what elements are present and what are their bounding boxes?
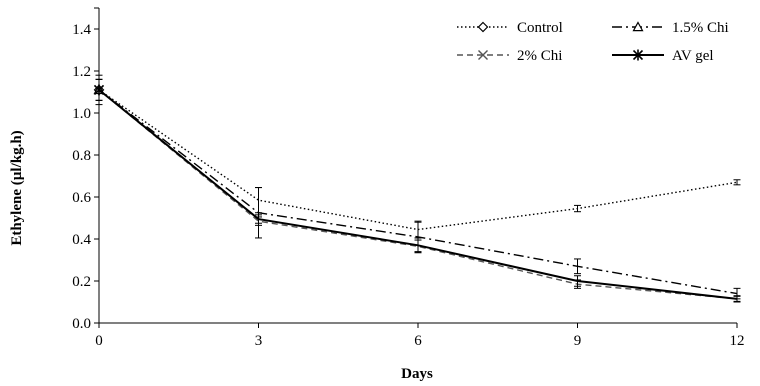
legend-label: Control	[517, 20, 563, 36]
legend-item: 1.5% Chi	[612, 20, 729, 36]
legend-item: AV gel	[612, 48, 714, 64]
marker-shape	[477, 21, 489, 33]
y-tick-label: 1.0	[72, 106, 91, 122]
series-control	[93, 78, 741, 239]
series-line	[98, 89, 738, 300]
marker-shape	[478, 50, 488, 60]
legend-label: 1.5% Chi	[672, 20, 729, 36]
y-tick-label: 0.2	[72, 274, 91, 290]
error-bar	[414, 237, 422, 254]
error-bar	[255, 214, 262, 224]
y-tick-label: 1.2	[72, 64, 91, 80]
y-tick-label: 0.4	[72, 232, 91, 248]
series-av-gel	[93, 74, 741, 303]
error-bar	[255, 187, 262, 239]
y-axis-title: Ethylene (µl/kg.h)	[9, 130, 25, 245]
series-2-chi	[94, 78, 741, 302]
y-axis-ticks: 0.0 0.2 0.4 0.6 0.8 1.0 1.2 1.4	[72, 7, 99, 332]
legend-marker	[477, 21, 489, 33]
legend: Control 1.5% Chi 2% Chi AV gel	[457, 20, 729, 64]
error-bar	[574, 258, 581, 275]
legend-item: Control	[457, 20, 563, 36]
y-tick-label: 1.4	[72, 22, 91, 38]
x-tick-label: 12	[730, 333, 745, 349]
legend-label: AV gel	[672, 48, 714, 64]
y-tick-label: 0.6	[72, 190, 91, 206]
legend-label: 2% Chi	[517, 48, 562, 64]
legend-marker	[632, 49, 644, 61]
series-line	[98, 89, 738, 300]
error-bar	[574, 204, 581, 213]
series-line	[98, 89, 738, 295]
legend-marker	[632, 21, 644, 32]
x-tick-label: 6	[414, 333, 422, 349]
legend-marker	[478, 50, 488, 60]
series-line	[98, 89, 738, 231]
series-layer	[93, 74, 741, 303]
error-bar	[574, 275, 581, 287]
x-tick-label: 0	[95, 333, 103, 349]
y-tick-label: 0.8	[72, 148, 91, 164]
x-axis-title: Days	[401, 366, 433, 382]
y-tick-label: 0.0	[72, 316, 91, 332]
axes	[98, 8, 737, 324]
error-bar	[733, 295, 741, 303]
marker-shape	[632, 21, 644, 32]
error-bar	[733, 179, 741, 186]
x-tick-label: 3	[255, 333, 263, 349]
legend-item: 2% Chi	[457, 48, 562, 64]
x-tick-label: 9	[574, 333, 582, 349]
x-axis-ticks: 0 3 6 9 12	[95, 323, 745, 349]
series-1-5-chi	[93, 78, 741, 300]
